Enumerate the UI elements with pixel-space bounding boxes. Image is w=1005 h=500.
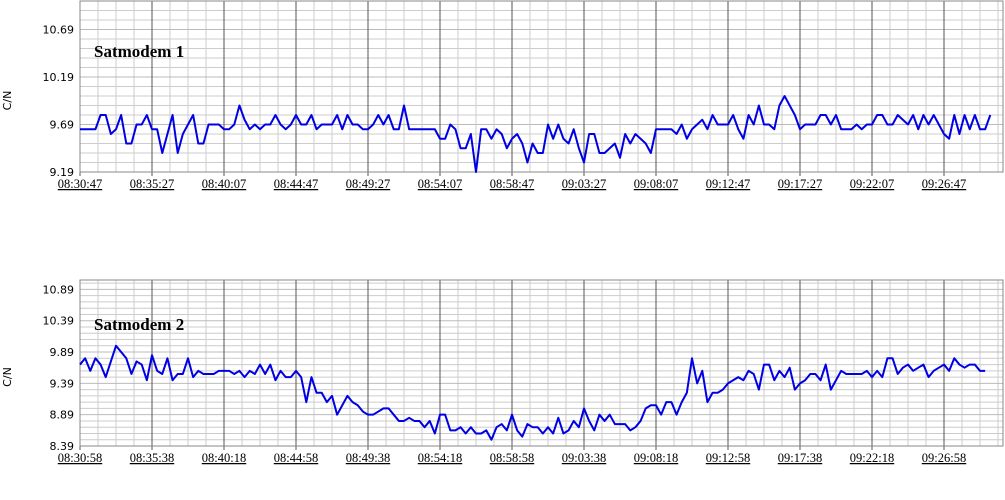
x-tick-label: 08:35:27 (130, 177, 174, 191)
x-tick-label: 09:08:18 (634, 451, 678, 465)
x-tick-label: 08:44:47 (274, 177, 318, 191)
x-tick-label: 08:30:47 (58, 177, 102, 191)
y-tick-label: 9.89 (50, 346, 75, 359)
data-line (79, 344, 986, 441)
y-tick-label: 10.69 (43, 24, 75, 37)
x-tick-label: 09:08:07 (634, 177, 678, 191)
x-tick-label: 09:22:18 (850, 451, 894, 465)
chart-title: Satmodem 1 (94, 42, 184, 61)
x-tick-label: 09:26:47 (922, 177, 966, 191)
x-tick-label: 09:26:58 (922, 451, 966, 465)
x-tick-label: 08:54:07 (418, 177, 462, 191)
plot-area (79, 279, 1004, 447)
x-tick-label: 08:40:18 (202, 451, 246, 465)
x-tick-label: 09:17:27 (778, 177, 822, 191)
x-tick-label: 08:49:27 (346, 177, 390, 191)
y-tick-label: 8.89 (50, 409, 75, 422)
x-tick-label: 09:03:38 (562, 451, 606, 465)
y-tick-label: 9.19 (50, 166, 75, 179)
x-tick-label: 09:17:38 (778, 451, 822, 465)
y-tick-label: 8.39 (50, 440, 75, 453)
x-tick-label: 08:49:38 (346, 451, 390, 465)
data-line (80, 95, 992, 173)
y-tick-label: 10.89 (43, 283, 75, 296)
x-tick-label: 08:58:58 (490, 451, 534, 465)
x-tick-label: 09:12:47 (706, 177, 750, 191)
y-tick-label: 10.39 (43, 315, 75, 328)
x-tick-label: 08:58:47 (490, 177, 534, 191)
y-tick-label: 9.39 (50, 377, 75, 390)
x-tick-label: 08:30:58 (58, 451, 102, 465)
x-tick-label: 09:22:07 (850, 177, 894, 191)
y-tick-label: 9.69 (50, 119, 75, 132)
x-tick-label: 08:35:38 (130, 451, 174, 465)
x-tick-label: 08:40:07 (202, 177, 246, 191)
x-tick-label: 08:54:18 (418, 451, 462, 465)
chart-title: Satmodem 2 (94, 315, 184, 334)
x-tick-label: 09:12:58 (706, 451, 750, 465)
plot-border (79, 0, 1004, 173)
x-tick-label: 09:03:27 (562, 177, 606, 191)
x-tick-label: 08:44:58 (274, 451, 318, 465)
y-axis-label: C/N (1, 91, 14, 111)
y-tick-label: 10.19 (43, 71, 75, 84)
y-axis-label: C/N (1, 367, 14, 387)
